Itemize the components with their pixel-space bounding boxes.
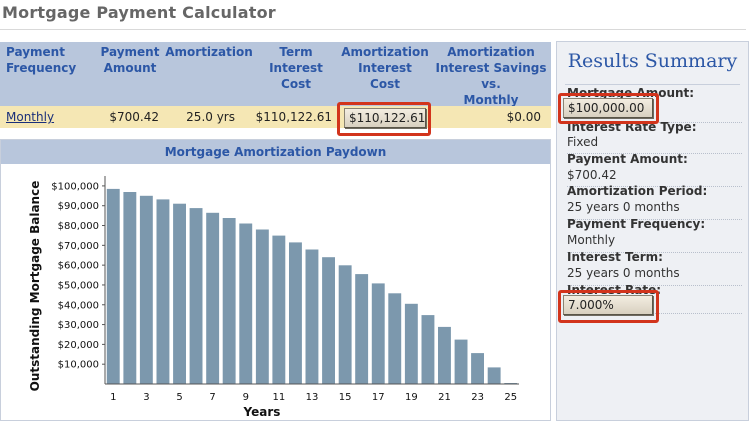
payment-amount-value: $700.42 <box>109 110 159 124</box>
y-tick-label: $10,000 <box>58 360 99 371</box>
y-tick-label: $30,000 <box>58 320 99 331</box>
amortization-value: 25.0 yrs <box>186 110 235 124</box>
highlight-interest-rate <box>558 290 659 323</box>
x-tick-label: 23 <box>471 392 484 403</box>
x-tick-label: 5 <box>176 392 182 403</box>
x-tick-label: 9 <box>243 392 249 403</box>
amortization-chart-panel: Mortgage Amortization Paydown $10,000 $20… <box>0 139 551 421</box>
bar-year-5 <box>173 203 186 384</box>
x-tick-label: 17 <box>372 392 385 403</box>
bar-year-23 <box>471 353 484 384</box>
results-summary-title: Results Summary <box>567 50 738 72</box>
amortization-period-value: 25 years 0 months <box>567 200 680 214</box>
x-tick-label: 21 <box>438 392 451 403</box>
term-interest-cost-value: $110,122.61 <box>255 110 332 124</box>
summary-table: Payment Frequency Payment Amount Amortiz… <box>0 42 551 128</box>
bar-year-8 <box>222 218 236 384</box>
highlight-amortization-interest-cost <box>337 102 431 136</box>
x-tick-label: 7 <box>209 392 215 403</box>
bar-year-22 <box>454 339 468 384</box>
highlight-mortgage-amount <box>558 93 659 124</box>
y-tick-label: $80,000 <box>58 221 99 232</box>
results-separator <box>567 153 742 154</box>
bar-year-14 <box>322 257 335 384</box>
bar-year-7 <box>206 212 220 384</box>
y-tick-label: $60,000 <box>58 261 99 272</box>
bar-year-16 <box>355 274 369 384</box>
results-separator <box>567 186 742 187</box>
results-separator <box>567 219 742 220</box>
bar-year-19 <box>404 303 418 384</box>
bar-year-9 <box>239 223 253 384</box>
bar-year-21 <box>438 326 451 384</box>
bar-year-1 <box>106 188 120 384</box>
y-tick-label: $90,000 <box>58 201 99 212</box>
bar-year-2 <box>123 192 137 384</box>
header-payment-frequency: Payment Frequency <box>6 45 77 75</box>
y-tick-label: $20,000 <box>58 340 99 351</box>
results-separator <box>567 252 742 253</box>
header-amortization: Amortization <box>165 45 253 59</box>
bar-year-20 <box>421 315 435 384</box>
y-tick-label: $50,000 <box>58 280 99 291</box>
bar-year-15 <box>338 265 352 384</box>
header-term-interest-cost: Term Interest Cost <box>269 45 323 91</box>
bar-year-12 <box>289 242 302 384</box>
x-tick-label: 19 <box>405 392 418 403</box>
payment-frequency-value: Monthly <box>567 233 616 247</box>
payment-amount-result: $700.42 <box>567 168 617 182</box>
x-tick-label: 1 <box>110 392 116 403</box>
x-tick-label: 3 <box>143 392 149 403</box>
results-separator <box>567 313 742 314</box>
interest-term-value: 25 years 0 months <box>567 266 680 280</box>
y-axis-title: Outstanding Mortgage Balance <box>28 181 42 392</box>
page-title: Mortgage Payment Calculator <box>2 3 276 22</box>
bar-year-18 <box>388 293 402 384</box>
chart-header: Mortgage Amortization Paydown <box>1 140 550 164</box>
amortization-chart: $10,000 $20,000 $30,000 $40,000 $50,000 $60,0… <box>28 176 519 419</box>
amortization-interest-cost-value[interactable]: $110,122.61 <box>344 108 426 128</box>
header-amortization-interest-cost: Amortization Interest Cost <box>341 45 429 91</box>
title-divider <box>0 29 746 30</box>
amortization-period-label: Amortization Period: <box>567 184 708 198</box>
interest-savings-value: $0.00 <box>506 110 541 124</box>
bar-year-10 <box>255 229 269 384</box>
bar-year-13 <box>305 249 319 384</box>
x-tick-label: 11 <box>273 392 286 403</box>
bar-year-11 <box>272 235 286 384</box>
mortgage-amount-value[interactable]: $100,000.00 <box>563 98 653 118</box>
header-payment-amount: Payment Amount <box>100 45 160 75</box>
interest-rate-type-value: Fixed <box>567 135 599 149</box>
x-tick-label: 13 <box>306 392 319 403</box>
bar-year-3 <box>139 195 153 384</box>
bar-year-4 <box>156 199 170 384</box>
results-divider <box>565 84 740 85</box>
x-axis-title: Years <box>243 405 281 419</box>
interest-rate-value[interactable]: 7.000% <box>563 295 653 315</box>
y-tick-label: $100,000 <box>51 181 99 192</box>
summary-table-header: Payment Frequency Payment Amount Amortiz… <box>0 42 551 123</box>
y-tick-label: $40,000 <box>58 300 99 311</box>
x-tick-label: 25 <box>504 392 517 403</box>
bar-year-24 <box>487 367 501 384</box>
results-separator <box>567 285 742 286</box>
y-tick-label: $70,000 <box>58 241 99 252</box>
bar-year-17 <box>371 283 385 384</box>
frequency-link[interactable]: Monthly <box>6 110 55 124</box>
bar-year-6 <box>189 208 203 384</box>
payment-amount-label: Payment Amount: <box>567 152 688 166</box>
interest-term-label: Interest Term: <box>567 250 663 264</box>
payment-frequency-label: Payment Frequency: <box>567 217 706 231</box>
x-tick-label: 15 <box>339 392 352 403</box>
summary-table-row: Monthly $700.42 25.0 yrs $110,122.61 $0.… <box>0 106 551 128</box>
